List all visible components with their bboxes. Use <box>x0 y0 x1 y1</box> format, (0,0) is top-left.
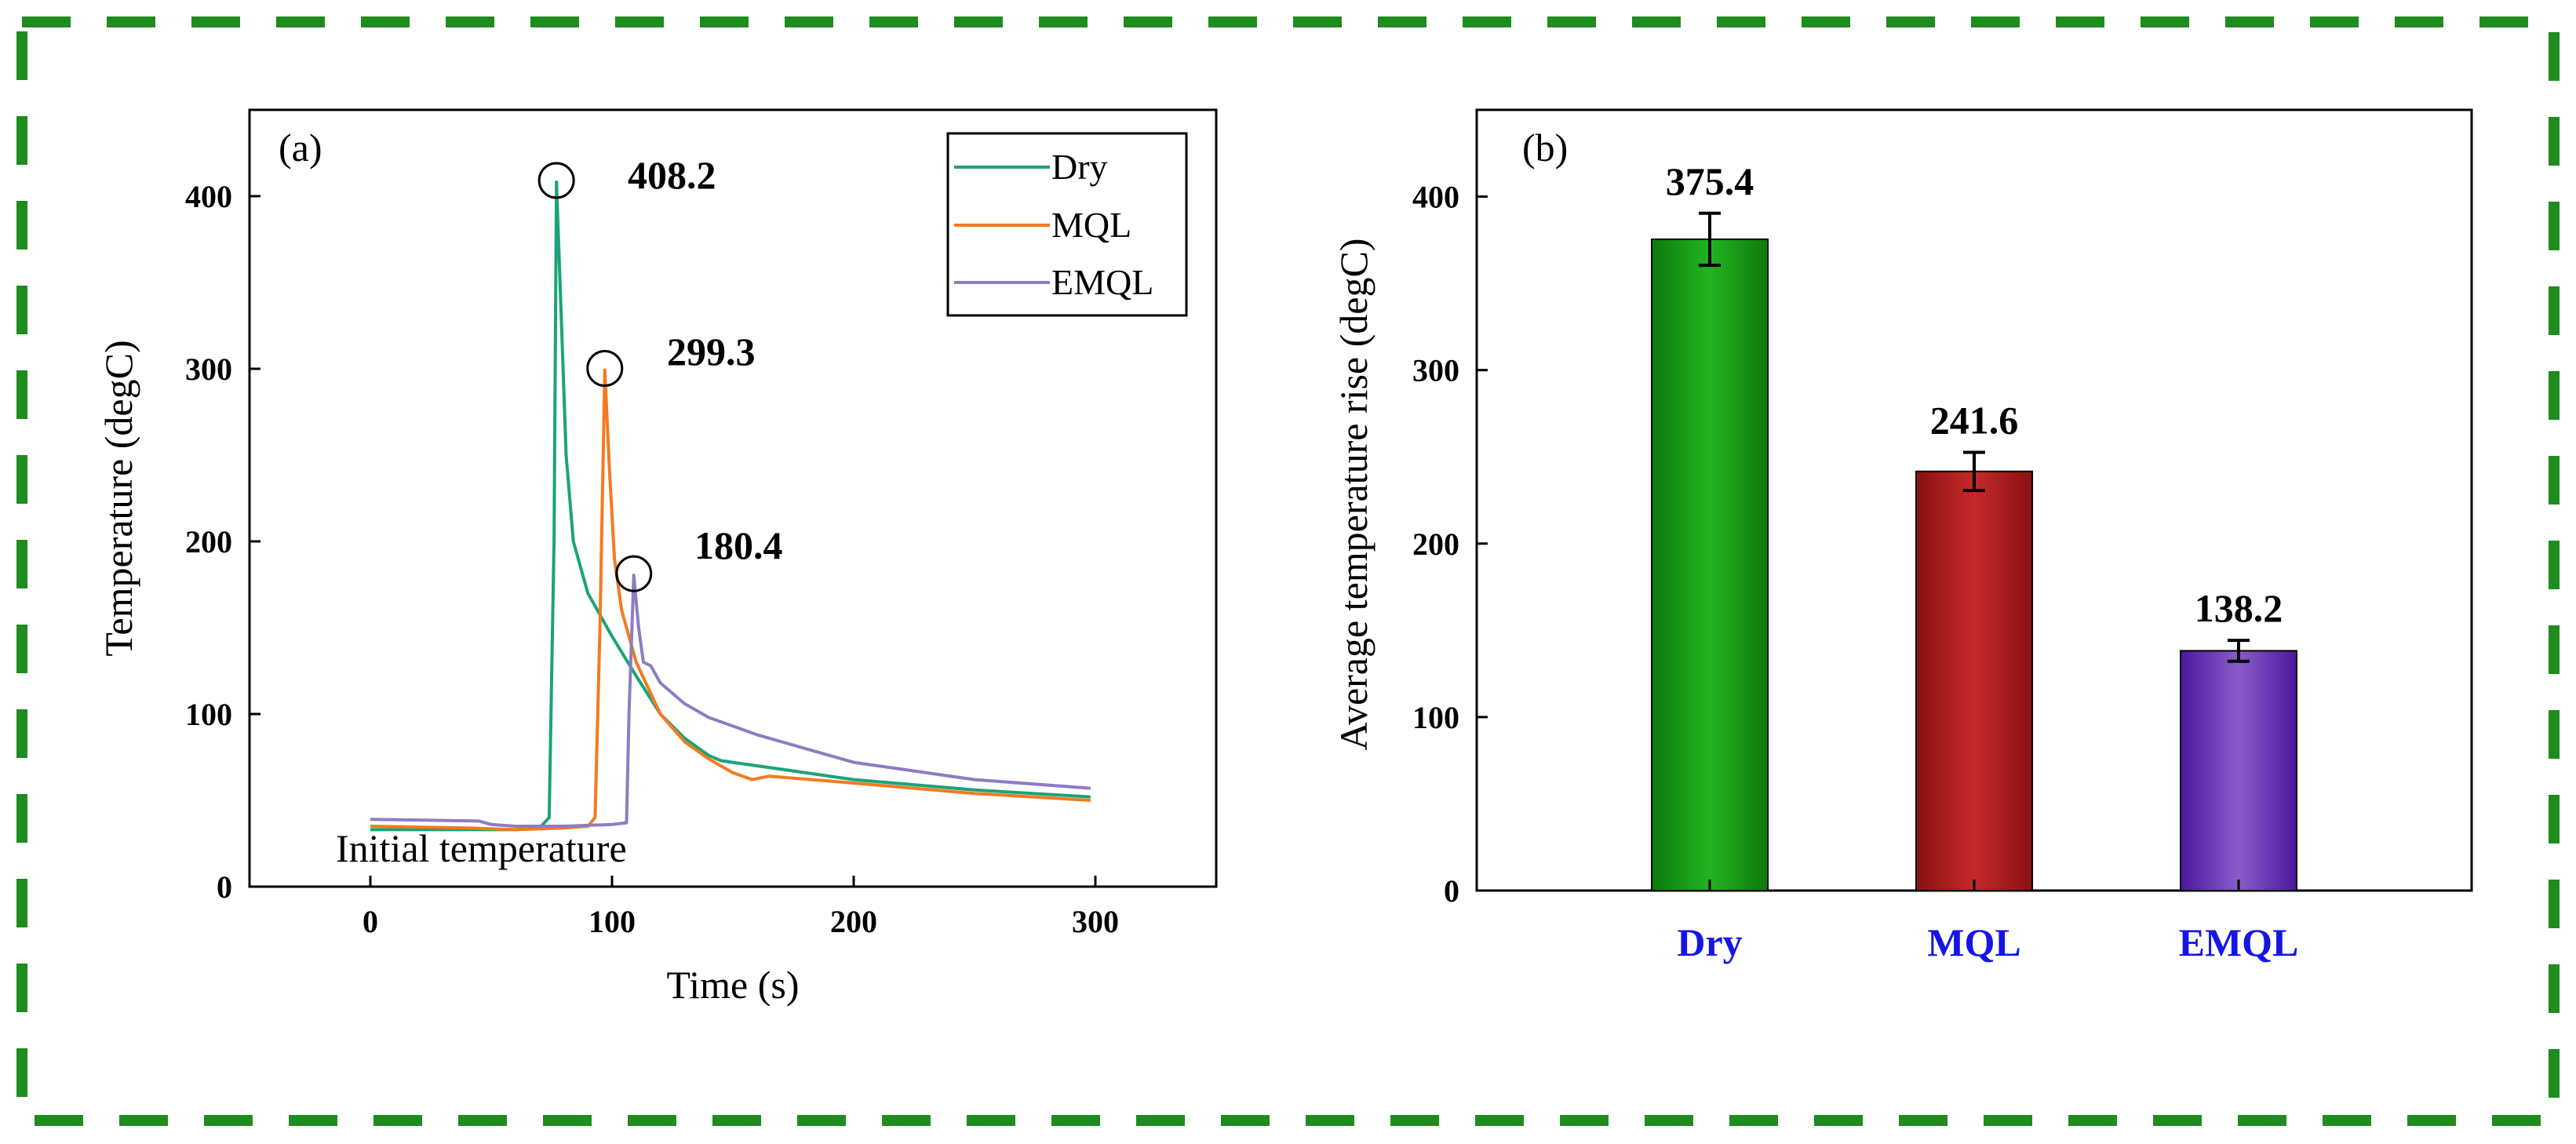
panel-a-y-tick-label: 400 <box>185 179 232 214</box>
panel-a-legend: Dry MQL EMQL <box>946 132 1188 317</box>
panel-b-label: (b) <box>1522 126 1568 169</box>
dashed-frame <box>16 16 2560 1126</box>
panel-a-x-ticks: 0 100 200 300 <box>363 876 1119 939</box>
peak-label-mql: 299.3 <box>667 330 756 373</box>
bar-value-emql: 138.2 <box>2195 586 2283 630</box>
panel-b-y-tick-label: 100 <box>1412 700 1459 735</box>
panel-a-x-axis-title: Time (s) <box>666 963 799 1007</box>
panel-a: 0 100 200 300 400 0 100 200 300 (a) Time (s) Te… <box>97 108 1218 1007</box>
panel-b-y-tick-label: 400 <box>1412 180 1459 215</box>
bar-emql <box>2180 650 2297 891</box>
peak-marker-mql <box>586 350 624 388</box>
bar-dry <box>1651 238 1769 891</box>
category-label-dry: Dry <box>1677 920 1742 964</box>
initial-temperature-annotation: Initial temperature <box>336 826 627 870</box>
series-line-emql <box>370 574 1091 828</box>
panel-b-y-tick-label: 0 <box>1444 873 1459 909</box>
panel-a-y-ticks: 0 100 200 300 400 <box>185 179 261 905</box>
panel-a-y-tick-label: 200 <box>185 524 232 559</box>
panel-b: 0 100 200 300 400 (b) Average temperature ri… <box>1332 108 2473 964</box>
panel-a-y-axis-title: Temperature (degC) <box>97 340 140 656</box>
panel-a-x-tick-label: 300 <box>1072 904 1119 939</box>
peak-label-dry: 408.2 <box>628 153 716 197</box>
panel-a-y-tick-label: 0 <box>217 869 232 905</box>
peak-label-emql: 180.4 <box>694 523 783 567</box>
panel-b-bars <box>1651 211 2297 891</box>
panel-a-label: (a) <box>279 126 322 169</box>
panel-a-y-tick-label: 100 <box>185 697 232 732</box>
panel-a-x-tick-label: 100 <box>588 904 636 939</box>
bar-mql <box>1915 470 2033 891</box>
legend-label-mql: MQL <box>1051 205 1131 245</box>
panel-b-y-tick-label: 200 <box>1412 526 1459 562</box>
peak-marker-emql <box>615 555 653 592</box>
bar-value-mql: 241.6 <box>1930 398 2019 442</box>
panel-a-x-tick-label: 0 <box>363 904 378 939</box>
panel-a-peak-markers <box>537 162 653 592</box>
legend-label-emql: EMQL <box>1051 262 1153 302</box>
peak-marker-dry <box>537 162 575 199</box>
bar-value-dry: 375.4 <box>1666 159 1754 203</box>
panel-a-plot-frame <box>248 108 1218 888</box>
panel-a-y-tick-label: 300 <box>185 352 232 387</box>
panel-a-series-lines <box>370 180 1091 832</box>
panel-b-y-ticks: 0 100 200 300 400 <box>1412 180 1488 909</box>
category-label-mql: MQL <box>1927 920 2020 964</box>
legend-label-dry: Dry <box>1051 147 1108 187</box>
category-label-emql: EMQL <box>2179 920 2299 964</box>
panel-b-y-tick-label: 300 <box>1412 353 1459 388</box>
panel-a-x-tick-label: 200 <box>830 904 877 939</box>
panel-b-y-axis-title: Average temperature rise (degC) <box>1332 239 1375 751</box>
